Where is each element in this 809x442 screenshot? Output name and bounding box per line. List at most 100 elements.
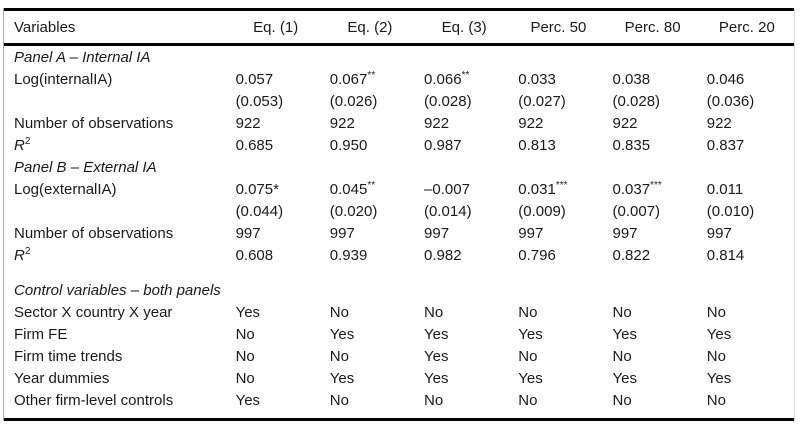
table-cell: 0.011 [700,178,794,200]
table-cell: –0.007 [417,178,511,200]
column-header-perc80: Perc. 80 [605,9,700,46]
cell-value: 0.075* [235,180,279,198]
table-cell: 922 [606,112,700,134]
row-label-text: Log(internalIA) [14,70,113,88]
row-label-text: Number of observations [14,114,174,132]
cell-value: 0.033 [518,70,556,88]
row-label: Number of observations [4,222,229,244]
table-cell: 0.837 [700,134,794,156]
row-label-text: R [14,246,25,264]
column-header-perc50: Perc. 50 [511,9,606,46]
table-cell: Yes [417,323,511,345]
cell-value: Yes [706,325,732,343]
row-label-text: Number of observations [14,224,174,242]
row-label-text: Firm FE [14,325,68,343]
table-cell: No [511,345,605,367]
table-cell: 0.982 [417,244,511,266]
table-cell: 0.685 [229,134,323,156]
row-label: Year dummies [4,367,229,389]
cell-value: 0.950 [329,136,368,154]
table-cell: 0.045** [323,178,417,200]
section-label: Control variables – both panels [4,266,794,301]
row-label-text: Sector X country X year [14,303,173,321]
header-row: Variables Eq. (1) Eq. (2) Eq. (3) Perc. … [4,9,794,46]
cell-value: Yes [424,347,449,365]
table-cell: 997 [417,222,511,244]
cell-value: (0.028) [612,92,661,110]
column-header-eq3: Eq. (3) [417,9,512,46]
table-cell: 922 [229,112,323,134]
table-cell: No [417,389,511,420]
table-cell: 0.813 [511,134,605,156]
cell-value: 922 [424,114,450,132]
cell-value: No [612,303,632,321]
significance-stars: *** [555,179,568,191]
cell-value: 0.608 [235,246,274,264]
row-label: R2 [4,134,229,156]
table-cell: Yes [511,367,605,389]
cell-value: 0.057 [235,70,274,88]
cell-value: 0.685 [235,136,274,154]
row-label: Firm time trends [4,345,229,367]
table-cell: No [700,345,794,367]
table-cell: (0.027) [511,90,605,112]
column-header-eq2: Eq. (2) [322,9,418,46]
cell-value: 922 [518,114,544,132]
table-cell: No [417,301,511,323]
cell-value: 0.982 [424,246,462,264]
cell-value: 0.822 [612,246,651,264]
cell-value: No [612,391,632,409]
table-cell: 0.037*** [606,178,700,200]
row-label: Firm FE [4,323,229,345]
cell-value: Yes [235,391,261,409]
row-label [4,90,229,112]
table-row: Number of observations 997 997 997 997 997 997 [4,222,794,244]
superscript: 2 [24,245,31,257]
cell-value: 997 [706,224,732,242]
table-row: Firm time trends No No Yes No No No [4,345,794,367]
row-label: Log(internalIA) [4,68,229,90]
section-label-text: Panel A – Internal IA [14,48,151,66]
cell-value: No [518,347,538,365]
table-cell: 0.033 [511,68,605,90]
cell-value: No [518,303,538,321]
section-row: Control variables – both panels [4,266,794,301]
table-cell: (0.036) [700,90,794,112]
cell-value: 922 [706,114,732,132]
cell-value: No [612,347,632,365]
section-label-text: Control variables – both panels [14,281,221,299]
cell-value: 997 [329,224,355,242]
cell-value: (0.007) [612,202,661,220]
table-cell: No [606,389,700,420]
cell-value: No [706,347,726,365]
row-label [4,200,229,222]
cell-value: No [424,303,444,321]
table-cell: No [511,301,605,323]
table-cell: Yes [700,367,794,389]
table-cell: No [511,389,605,420]
row-label-text: Firm time trends [14,347,123,365]
table-cell: 0.046 [700,68,794,90]
cell-value: (0.009) [518,202,566,220]
cell-value: No [235,369,255,387]
table-cell: Yes [417,367,511,389]
table-row: Log(internalIA) 0.057 0.067** 0.066** 0.033 0… [4,68,794,90]
table-row: Other firm-level controls Yes No No No No No [4,389,794,420]
cell-value: 0.837 [706,136,745,154]
cell-value: No [235,347,255,365]
table-cell: No [323,345,417,367]
cell-value: –0.007 [424,180,470,198]
row-label: Log(externalIA) [4,178,229,200]
cell-value: 0.067 [329,70,368,88]
table-row: R2 0.608 0.939 0.982 0.796 0.822 0.814 [4,244,794,266]
table-cell: (0.026) [323,90,417,112]
table-cell: 922 [417,112,511,134]
table-cell: 0.075* [229,178,323,200]
cell-value: 0.046 [706,70,745,88]
cell-value: 997 [612,224,638,242]
cell-value: 0.796 [518,246,556,264]
table-row: Firm FE No Yes Yes Yes Yes Yes [4,323,794,345]
table-row: R2 0.685 0.950 0.987 0.813 0.835 0.837 [4,134,794,156]
cell-value: Yes [329,325,355,343]
cell-value: Yes [424,369,449,387]
